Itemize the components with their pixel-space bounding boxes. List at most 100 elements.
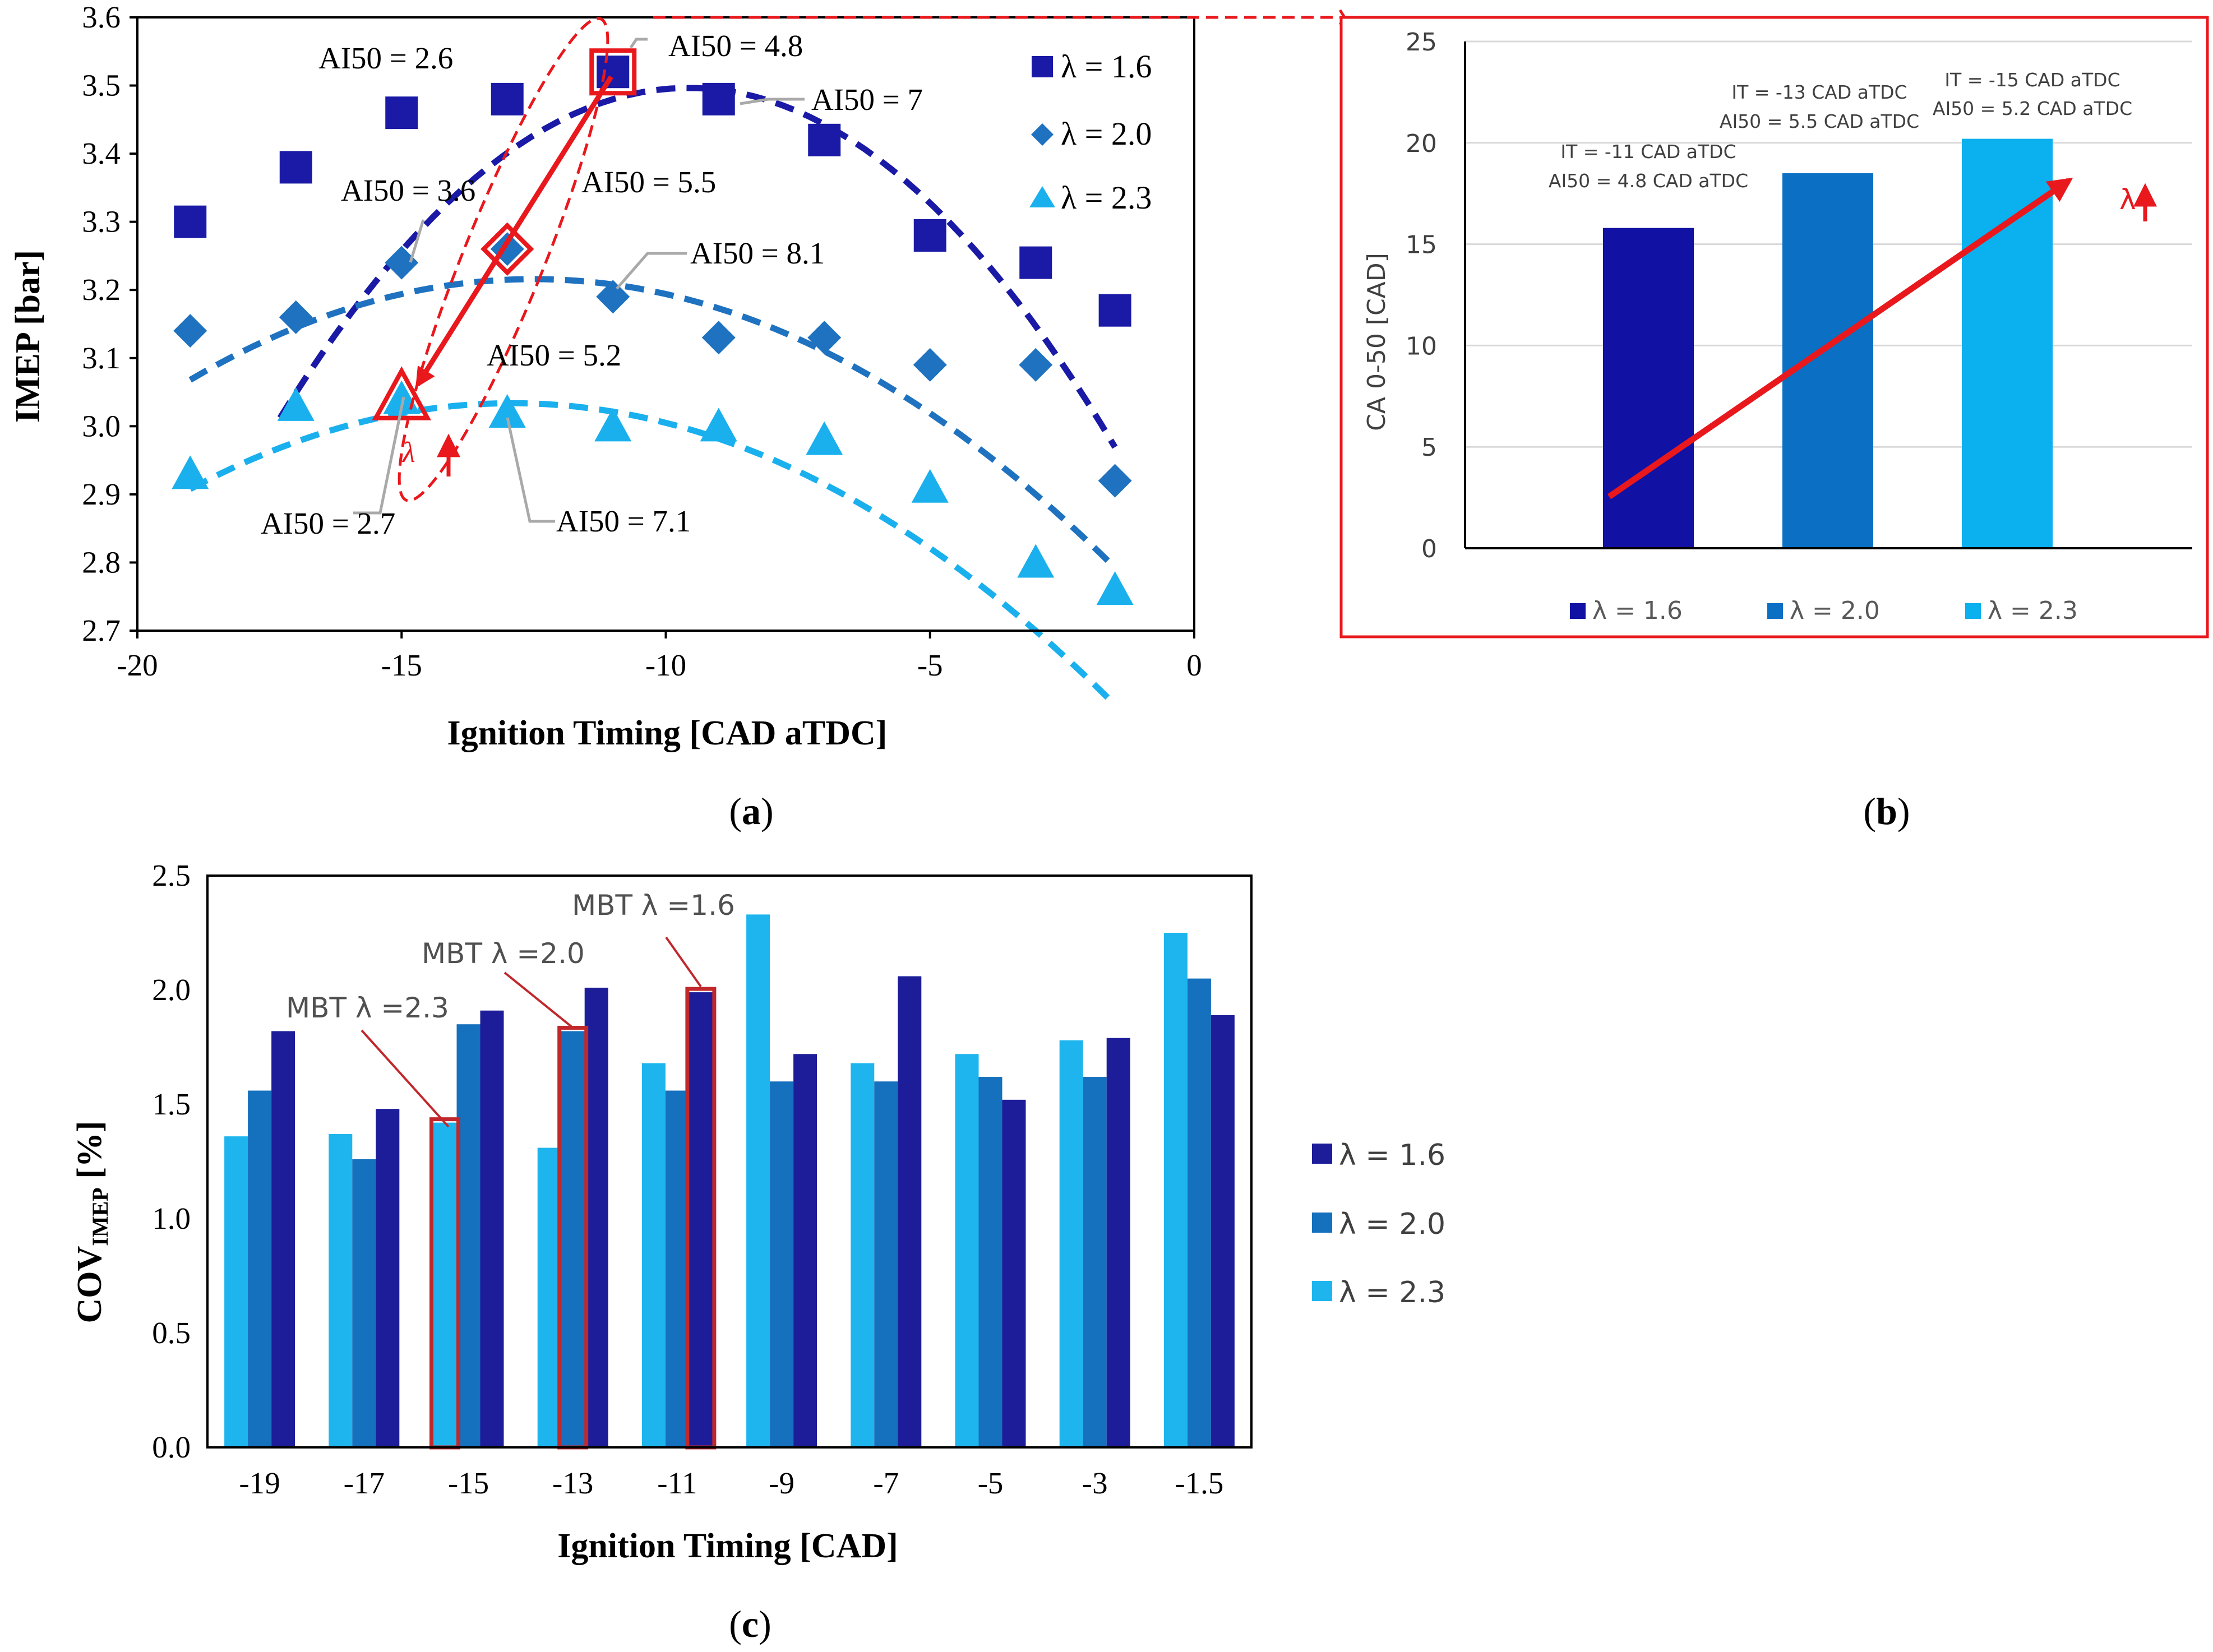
point-2-0-ignition-7 — [807, 321, 842, 355]
x-tick-label: -3 — [1082, 1466, 1108, 1500]
y-label-unit: [%] — [71, 1121, 109, 1178]
legend-label-lambda-2-3: λ = 2.3 — [1061, 179, 1152, 216]
x-tick-label: -15 — [381, 648, 422, 682]
bar-1-6-ignition-9 — [793, 1054, 817, 1447]
y-label-cov: COV — [71, 1246, 109, 1324]
y-tick-label: 3.5 — [82, 68, 121, 103]
point-2-0-ignition-19 — [173, 314, 207, 348]
bar-2-0-ignition-13 — [561, 1031, 585, 1447]
panel-a-trendlines — [188, 85, 1118, 707]
point-2-0-ignition-9 — [701, 321, 736, 355]
annotation-ai50-3-6: AI50 = 3.6 — [341, 173, 475, 207]
panel-c-mbt-callout-lines — [361, 936, 702, 1128]
y-tick-label: 3.4 — [82, 136, 121, 170]
point-1-6-ignition-11 — [597, 55, 630, 89]
annotation-ai50-7-1: AI50 = 7.1 — [556, 504, 691, 538]
point-1-6-ignition-15 — [385, 96, 418, 129]
bar-2-3-ignition-3 — [1059, 1040, 1083, 1447]
y-tick-label: 3.0 — [82, 409, 121, 443]
point-1-6-ignition-13 — [491, 82, 524, 115]
panel-a-callout-lines — [353, 38, 805, 523]
point-2-3-ignition-11 — [594, 408, 632, 442]
point-1-6-ignition-3 — [1019, 246, 1052, 279]
panel-b-ca050-chart: 0 5 10 15 20 25 IT = -11 CAD aTDC AI50 = 4.8 … — [1339, 16, 2209, 832]
mbt-label-lambda-2-3: MBT λ =2.3 — [286, 992, 449, 1024]
point-2-3-ignition-13 — [488, 394, 526, 428]
point-2-3-ignition-3 — [1017, 544, 1055, 578]
legend-swatch-lambda-1-6 — [1570, 603, 1586, 619]
y-tick-label: 2.5 — [152, 858, 191, 892]
panel-b-tick-labels: 0 5 10 15 20 25 — [1406, 28, 1437, 563]
bar-2-0-ignition-7 — [874, 1081, 898, 1447]
bar-1-6-ignition-3 — [1106, 1038, 1130, 1447]
bar-2-3-ignition-19 — [224, 1136, 248, 1447]
bar-1-6-ignition-17 — [376, 1109, 400, 1447]
bar-2-3-ignition-13 — [537, 1147, 561, 1447]
legend-marker-square — [1032, 56, 1053, 77]
y-tick-label: 3.2 — [82, 272, 121, 307]
panel-a-x-axis-label: Ignition Timing [CAD aTDC] — [447, 714, 888, 752]
point-1-6-ignition-5 — [913, 219, 946, 252]
bar-2-3-ignition-17 — [329, 1134, 353, 1447]
y-tick-label: 0.5 — [152, 1316, 191, 1350]
y-tick-label: 3.1 — [82, 341, 121, 375]
legend-swatch-lambda-1-6 — [1312, 1144, 1332, 1164]
mbt-highlight-ellipse — [398, 17, 609, 502]
panel-c-cov-chart: 0.0 0.5 1.0 1.5 2.0 2.5 -19 -17 -15 -13 -11 -9 -7 -5 -… — [71, 858, 1445, 1645]
annotation-ai50-8-1: AI50 = 8.1 — [690, 236, 825, 270]
bar-2-3 — [1962, 138, 2053, 548]
point-2-3-ignition-9 — [700, 408, 737, 442]
y-label-spacer — [71, 1179, 109, 1188]
bar-2-0-ignition-19 — [248, 1090, 272, 1447]
legend-label-lambda-1-6: λ = 1.6 — [1592, 596, 1683, 625]
y-tick-label: 2.9 — [82, 477, 121, 511]
bar-label-lambda-2-0-it: IT = -13 CAD aTDC — [1731, 81, 1907, 103]
legend-marker-diamond — [1031, 123, 1054, 146]
bar-label-lambda-2-3-ai50: AI50 = 5.2 CAD aTDC — [1933, 98, 2132, 119]
point-1-6-ignition-9 — [702, 82, 735, 115]
y-tick-label: 2.7 — [82, 613, 121, 647]
x-tick-label: -1.5 — [1175, 1466, 1223, 1500]
x-tick-label: -5 — [978, 1466, 1004, 1500]
panel-a-tick-labels: 2.7 2.8 2.9 3.0 3.1 3.2 3.3 3.4 3.5 3.6 -20 -15 -10 -… — [82, 0, 1202, 682]
point-2-0-ignition-1-5 — [1098, 464, 1132, 498]
legend-swatch-lambda-2-0 — [1767, 603, 1783, 619]
mbt-label-lambda-1-6: MBT λ =1.6 — [572, 889, 735, 922]
panel-b-y-axis-label: CA 0-50 [CAD] — [1362, 253, 1391, 431]
panel-a-legend: λ = 1.6 λ = 2.0 λ = 2.3 — [1029, 48, 1152, 216]
legend-swatch-lambda-2-3 — [1312, 1281, 1332, 1301]
y-tick-label: 5 — [1421, 433, 1437, 462]
panel-a-highlighted-points — [372, 48, 637, 420]
bar-2-0-ignition-5 — [978, 1077, 1002, 1447]
panel-a-lambda-label: λ — [401, 437, 415, 469]
y-tick-label: 2.0 — [152, 973, 191, 1007]
annotation-ai50-5-2: AI50 = 5.2 — [487, 338, 621, 372]
bar-2-3-ignition-11 — [641, 1063, 666, 1447]
mbt-label-lambda-2-0: MBT λ =2.0 — [422, 937, 585, 970]
panel-c-bars — [224, 914, 1235, 1447]
panel-c-label: (c) — [729, 1603, 771, 1645]
legend-label-lambda-2-3: λ = 2.3 — [1339, 1276, 1445, 1309]
bar-1-6-ignition-1-5 — [1211, 1015, 1235, 1447]
x-tick-label: -7 — [873, 1466, 899, 1500]
bar-2-0-ignition-3 — [1083, 1077, 1107, 1447]
bar-label-lambda-1-6-it: IT = -11 CAD aTDC — [1560, 141, 1736, 163]
bar-2-3-ignition-1-5 — [1163, 933, 1188, 1447]
point-1-6-ignition-17 — [279, 151, 312, 184]
annotation-ai50-5-5: AI50 = 5.5 — [581, 165, 716, 199]
point-2-3-ignition-7 — [806, 421, 843, 455]
panel-b-frame — [1339, 16, 2209, 638]
y-tick-label: 3.3 — [82, 205, 121, 239]
y-tick-label: 2.8 — [82, 545, 121, 579]
legend-label-lambda-2-0: λ = 2.0 — [1790, 596, 1880, 625]
bar-2-3-ignition-9 — [746, 914, 770, 1447]
mbt-trend-arrow — [415, 75, 613, 388]
point-1-6-ignition-19 — [174, 205, 207, 238]
legend-marker-triangle — [1029, 186, 1055, 207]
x-tick-label: -20 — [117, 648, 158, 682]
y-tick-label: 0.0 — [152, 1430, 191, 1464]
y-tick-label: 1.5 — [152, 1087, 191, 1121]
panel-b-trend-arrow — [1607, 178, 2073, 499]
bar-1-6-ignition-15 — [480, 1010, 504, 1447]
